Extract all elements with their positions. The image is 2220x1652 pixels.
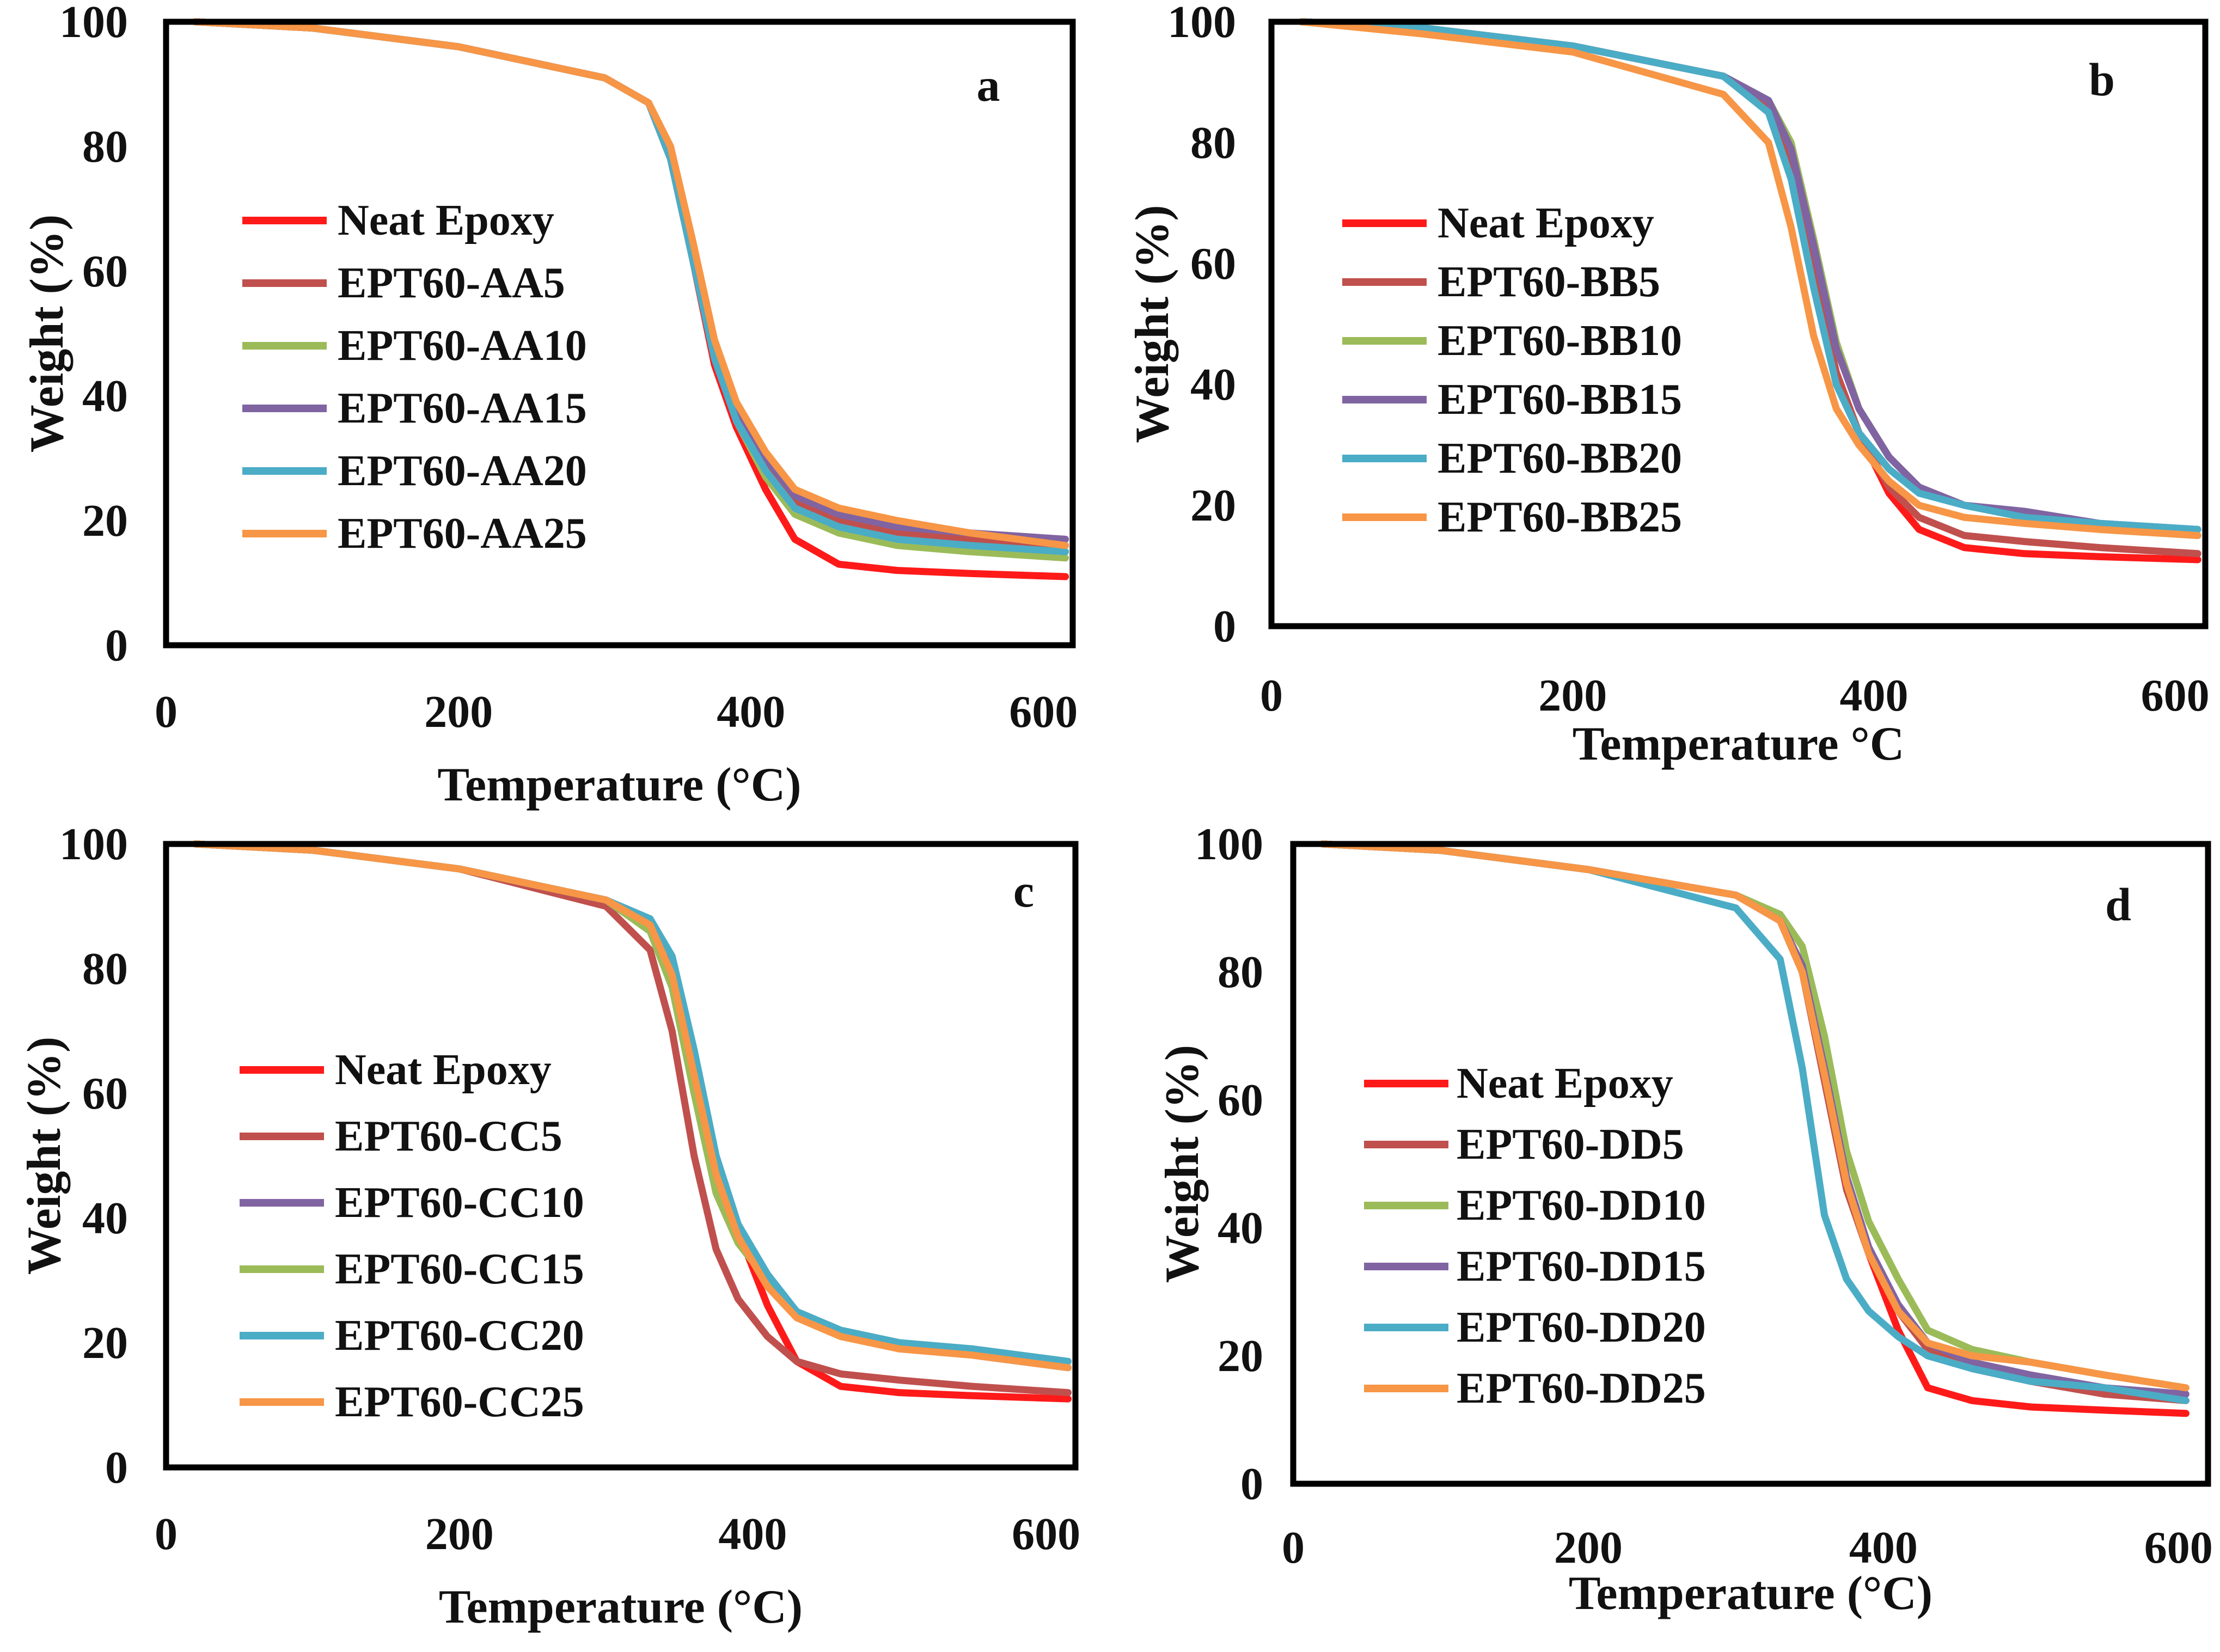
x-axis-title: Temperature °C: [1573, 718, 1905, 770]
x-tick-label: 200: [424, 687, 493, 737]
y-tick-label: 40: [82, 1193, 128, 1244]
legend-label: EPT60-CC25: [335, 1378, 584, 1426]
legend-label: Neat Epoxy: [1438, 199, 1654, 247]
panel-b: 0 20 40 60 80 100 0 200 400 600 Temperature °C Weig…: [1126, 0, 2210, 770]
y-tick-label: 0: [1240, 1459, 1263, 1509]
x-tick-label: 600: [2144, 1522, 2213, 1573]
legend-label: EPT60-CC10: [335, 1179, 584, 1227]
y-tick-label: 100: [59, 819, 128, 870]
panel-d: 0 20 40 60 80 100 0 200 400 600 Temperature (°C) We…: [1156, 819, 2213, 1620]
legend: Neat Epoxy EPT60-AA5 EPT60-AA10 EPT60-AA15 E…: [242, 197, 587, 558]
y-tick-label: 20: [82, 1318, 128, 1368]
legend-label: EPT60-BB25: [1438, 493, 1682, 541]
panel-c: 0 20 40 60 80 100 0 200 400 600 Temperature (°C) We…: [18, 819, 1080, 1633]
x-tick-label: 600: [1009, 687, 1078, 737]
y-tick-label: 60: [82, 246, 128, 297]
y-tick-label: 0: [105, 620, 128, 671]
x-axis-title: Temperature (°C): [439, 1581, 803, 1633]
legend: Neat Epoxy EPT60-DD5 EPT60-DD10 EPT60-DD15 E…: [1364, 1060, 1706, 1412]
x-tick-label: 400: [1839, 670, 1908, 721]
y-tick-label: 100: [1167, 0, 1236, 47]
series-line-d-5: [1319, 840, 2190, 1404]
y-tick-label: 80: [1190, 118, 1236, 168]
y-tick-label: 60: [1190, 238, 1236, 289]
legend: Neat Epoxy EPT60-BB5 EPT60-BB10 EPT60-BB15 E…: [1342, 199, 1682, 541]
y-tick-label: 60: [82, 1068, 128, 1119]
plot-frame: [163, 19, 1076, 648]
legend-label: EPT60-CC20: [335, 1312, 584, 1360]
legend-label: EPT60-CC15: [335, 1245, 584, 1293]
x-tick-label: 0: [1282, 1522, 1305, 1573]
legend-label: EPT60-DD10: [1457, 1182, 1706, 1229]
series-line-a-6: [192, 18, 1069, 549]
legend-label: EPT60-DD20: [1457, 1304, 1706, 1351]
y-tick-label: 100: [1195, 819, 1263, 870]
y-tick-label: 20: [1190, 480, 1236, 531]
plot-frame: [163, 841, 1079, 1471]
panel-label: a: [977, 59, 1000, 111]
legend-label: EPT60-AA10: [338, 322, 587, 370]
plot-frame: [1290, 841, 2211, 1487]
legend-label: EPT60-BB5: [1438, 258, 1660, 306]
y-axis-title: Weight (%): [1126, 205, 1179, 443]
legend-label: EPT60-AA20: [338, 447, 587, 495]
y-tick-label: 20: [82, 495, 128, 546]
y-tick-label: 80: [82, 121, 128, 172]
legend-label: Neat Epoxy: [335, 1046, 552, 1094]
legend-label: EPT60-CC5: [335, 1112, 562, 1160]
series-line-d-6: [1319, 840, 2190, 1392]
x-tick-label: 400: [717, 687, 785, 737]
y-axis-title: Weight (%): [21, 215, 74, 453]
y-tick-label: 0: [1213, 601, 1236, 652]
x-tick-label: 0: [1260, 670, 1283, 721]
legend-label: EPT60-DD5: [1457, 1121, 1684, 1168]
legend-label: EPT60-AA5: [338, 259, 565, 307]
legend-label: EPT60-AA25: [338, 510, 587, 558]
legend-label: EPT60-AA15: [338, 384, 587, 432]
y-tick-label: 80: [82, 944, 128, 994]
panel-a: 0 20 40 60 80 100 0 200 400 600 Temperature (°C) We…: [21, 0, 1078, 811]
y-tick-label: 60: [1218, 1075, 1263, 1125]
y-tick-label: 20: [1218, 1331, 1263, 1381]
legend-label: Neat Epoxy: [1457, 1060, 1673, 1108]
x-tick-label: 600: [1012, 1509, 1080, 1559]
legend-label: EPT60-DD25: [1457, 1365, 1706, 1412]
x-tick-label: 600: [2141, 670, 2210, 721]
y-tick-label: 40: [1218, 1203, 1263, 1253]
legend-label: Neat Epoxy: [338, 197, 554, 244]
legend: Neat Epoxy EPT60-CC5 EPT60-CC10 EPT60-CC15 E…: [240, 1046, 584, 1426]
x-tick-label: 0: [155, 687, 178, 737]
panel-label: c: [1013, 865, 1034, 917]
series-line-b-5: [1298, 18, 2201, 533]
x-tick-label: 200: [1554, 1522, 1623, 1573]
y-axis-title: Weight (%): [18, 1037, 71, 1275]
y-axis-title: Weight (%): [1156, 1045, 1209, 1283]
y-tick-label: 40: [82, 371, 128, 421]
legend-label: EPT60-BB10: [1438, 317, 1682, 365]
panel-label: d: [2105, 878, 2131, 931]
series-line-b-6: [1298, 18, 2201, 539]
x-tick-label: 400: [1849, 1522, 1918, 1573]
panel-label: b: [2089, 53, 2115, 106]
plot-frame: [1268, 19, 2209, 629]
x-tick-label: 200: [1538, 670, 1607, 721]
x-tick-label: 400: [718, 1509, 787, 1559]
y-tick-label: 80: [1218, 947, 1263, 998]
y-tick-label: 40: [1190, 359, 1236, 410]
x-axis-title: Temperature (°C): [1569, 1567, 1932, 1620]
legend-label: EPT60-DD15: [1457, 1243, 1706, 1290]
x-axis-title: Temperature (°C): [437, 758, 801, 811]
y-tick-label: 0: [105, 1442, 128, 1493]
x-tick-label: 200: [425, 1509, 494, 1559]
legend-label: EPT60-BB15: [1438, 376, 1682, 424]
legend-label: EPT60-BB20: [1438, 435, 1682, 482]
y-tick-label: 100: [59, 0, 128, 47]
x-tick-label: 0: [155, 1509, 178, 1559]
series-line-c-6: [192, 840, 1072, 1372]
